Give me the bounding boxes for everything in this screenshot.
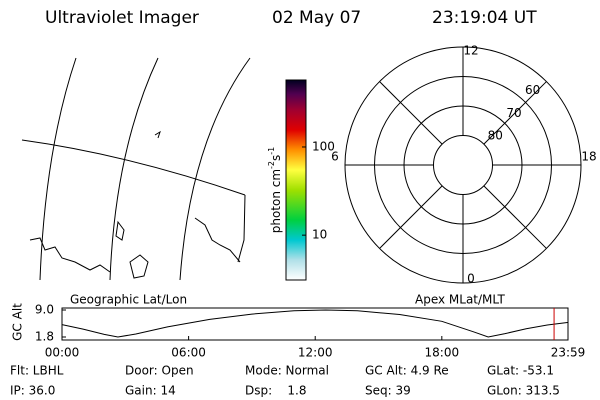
time: 23:19:04 UT	[432, 8, 537, 28]
y-tick-label: 9.0	[35, 303, 54, 317]
date: 02 May 07	[272, 8, 361, 28]
x-tick-label: 18:00	[425, 346, 460, 360]
y-axis-label: GC Alt	[11, 303, 25, 341]
info-field: Dsp: 1.8	[245, 384, 307, 398]
mlt-label: 0	[467, 272, 475, 286]
panel-label: Apex MLat/MLT	[415, 293, 505, 307]
info-field: IP: 36.0	[10, 384, 55, 398]
info-field: Flt: LBHL	[10, 364, 64, 378]
lat-label: 70	[506, 106, 521, 120]
polar-spoke	[483, 81, 547, 145]
info-field: Mode: Normal	[245, 364, 329, 378]
x-tick-label: 23:59	[551, 346, 586, 360]
panel-label: Geographic Lat/Lon	[70, 293, 187, 307]
lat-label: 80	[488, 129, 503, 143]
mlt-label: 6	[331, 150, 339, 164]
colorbar-tick-label: 10	[312, 228, 327, 242]
info-field: Door: Open	[125, 364, 194, 378]
colorbar-tick-label: 100	[312, 139, 335, 153]
x-tick-label: 06:00	[171, 346, 206, 360]
lat-label: 60	[525, 83, 540, 97]
x-tick-label: 12:00	[298, 346, 333, 360]
plot-frame	[61, 307, 569, 341]
info-field: GLon: 313.5	[487, 384, 560, 398]
info-field: GLat: -53.1	[487, 364, 554, 378]
mlt-label: 18	[581, 150, 596, 164]
instrument: Ultraviolet Imager	[45, 8, 199, 28]
polar-spoke	[483, 185, 547, 249]
polar-spoke	[379, 81, 443, 145]
info-field: Gain: 14	[125, 384, 176, 398]
info-field: GC Alt: 4.9 Re	[365, 364, 449, 378]
altitude-line	[61, 309, 569, 338]
y-tick-label: 1.8	[35, 330, 54, 344]
info-field: Seq: 39	[365, 384, 411, 398]
colorbar	[285, 79, 307, 281]
map	[21, 57, 251, 281]
polar-spoke	[379, 185, 443, 249]
mlt-label: 12	[463, 44, 478, 58]
polar-ring	[433, 135, 493, 195]
x-tick-label: 00:00	[45, 346, 80, 360]
colorbar-label: photon cm-2s-1	[267, 147, 283, 234]
